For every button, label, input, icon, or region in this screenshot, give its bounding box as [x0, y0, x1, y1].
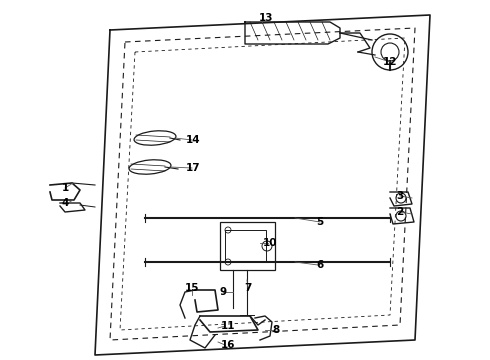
Text: 8: 8	[272, 325, 280, 335]
Text: 10: 10	[263, 238, 277, 248]
Text: 13: 13	[259, 13, 273, 23]
Text: 3: 3	[396, 191, 404, 201]
Text: 15: 15	[185, 283, 199, 293]
Text: 7: 7	[245, 283, 252, 293]
Text: 1: 1	[61, 183, 69, 193]
Ellipse shape	[129, 160, 171, 174]
Text: 12: 12	[383, 57, 397, 67]
Text: 2: 2	[396, 207, 404, 217]
Text: 11: 11	[221, 321, 235, 331]
Text: 4: 4	[61, 198, 69, 208]
Bar	[220, 222, 275, 270]
Text: 14: 14	[186, 135, 200, 145]
Text: 16: 16	[221, 340, 235, 350]
Text: 17: 17	[186, 163, 200, 173]
Text: 6: 6	[317, 260, 323, 270]
Ellipse shape	[134, 131, 176, 145]
Text: 9: 9	[220, 287, 226, 297]
Bar	[225, 230, 266, 262]
Text: 5: 5	[317, 217, 323, 227]
